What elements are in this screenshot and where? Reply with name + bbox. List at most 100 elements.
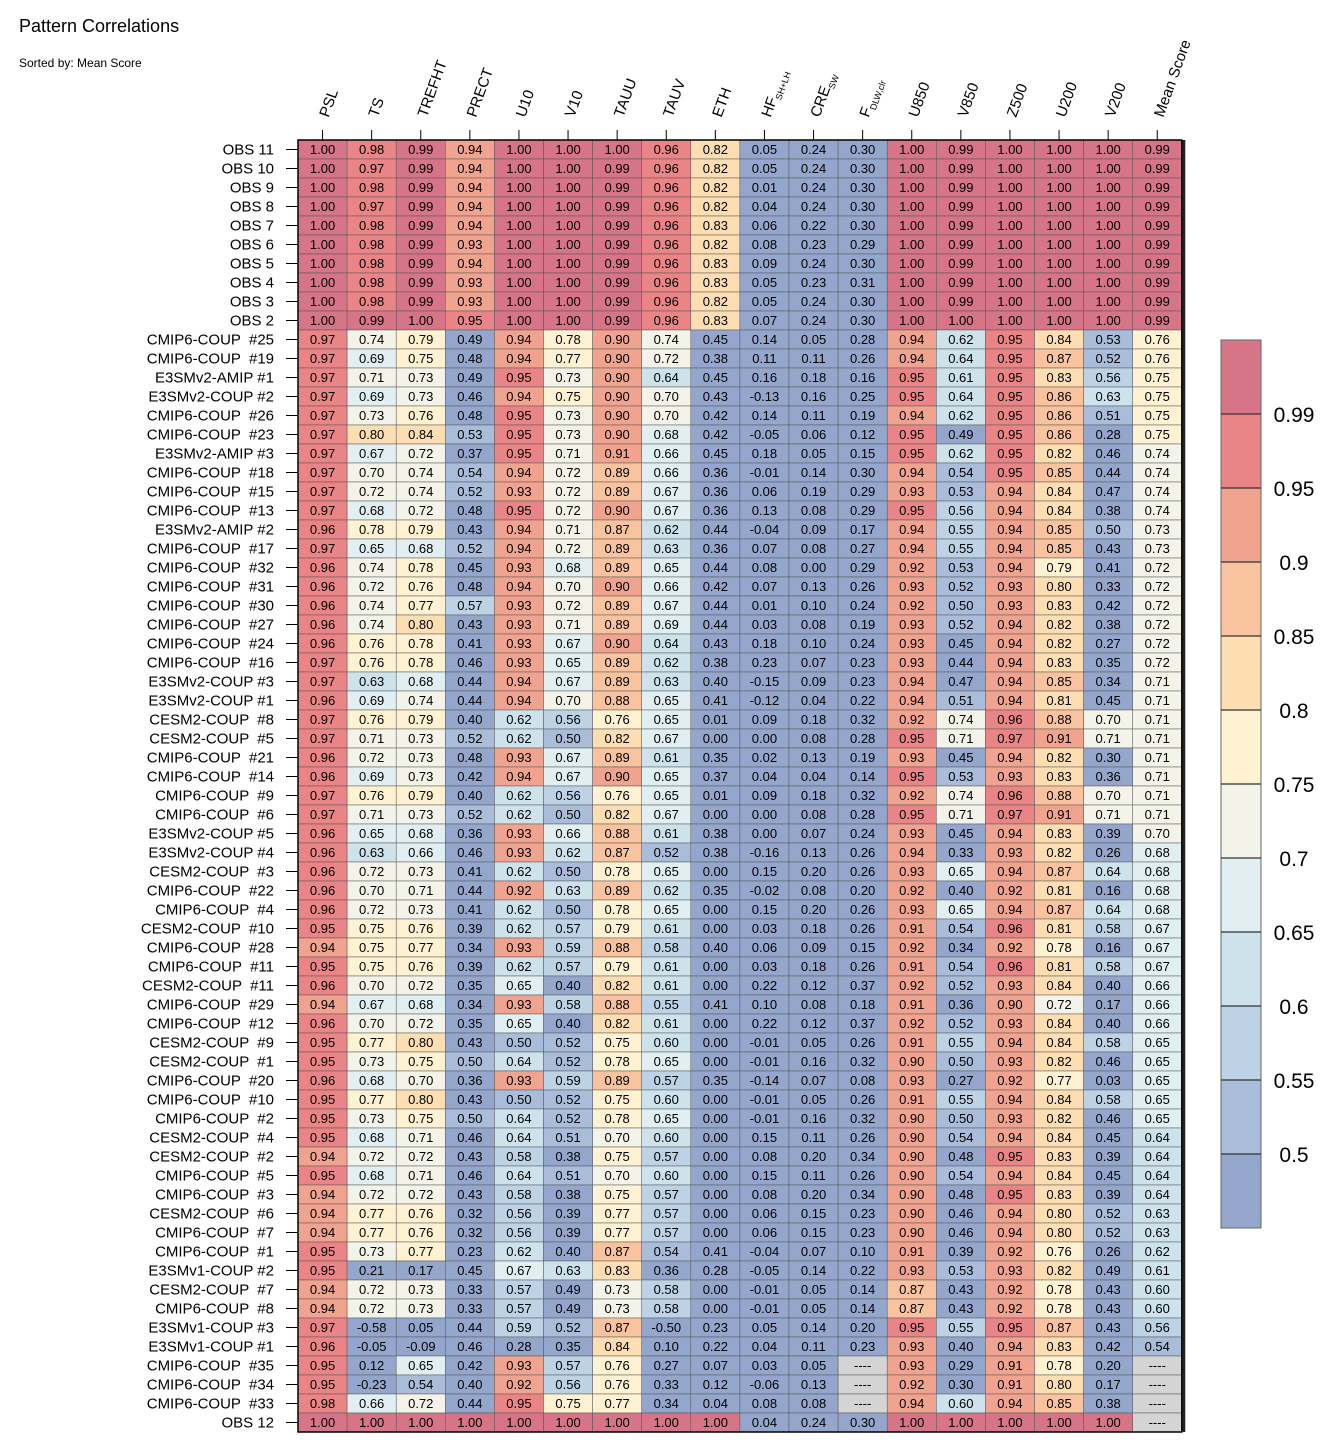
cell-value: 0.71 bbox=[1145, 674, 1170, 689]
cell-value: 0.62 bbox=[506, 807, 531, 822]
cell-value: 0.61 bbox=[654, 1016, 679, 1031]
cell-value: 0.41 bbox=[703, 693, 728, 708]
cell-value: 0.74 bbox=[408, 484, 433, 499]
cell-value: 1.00 bbox=[506, 275, 531, 290]
cell-value: 0.99 bbox=[408, 275, 433, 290]
cell-value: 0.52 bbox=[1095, 1225, 1120, 1240]
cell-value: 0.74 bbox=[948, 712, 973, 727]
cell-value: 0.87 bbox=[1046, 351, 1071, 366]
cell-value: 0.00 bbox=[801, 560, 826, 575]
cell-value: 1.00 bbox=[997, 199, 1022, 214]
cell-value: 0.93 bbox=[997, 1016, 1022, 1031]
cell-value: 0.70 bbox=[604, 1168, 629, 1183]
cell-value: 0.81 bbox=[1046, 959, 1071, 974]
cell-value: -0.13 bbox=[750, 389, 780, 404]
cell-value: 0.08 bbox=[752, 1187, 777, 1202]
cell-value: 0.45 bbox=[1095, 1130, 1120, 1145]
cell-value: 0.76 bbox=[1145, 332, 1170, 347]
cell-value: 0.45 bbox=[703, 370, 728, 385]
cell-value: 0.50 bbox=[506, 1035, 531, 1050]
column-label: TS bbox=[365, 96, 388, 120]
cell-value: 0.52 bbox=[555, 1035, 580, 1050]
cell-value: 0.71 bbox=[408, 883, 433, 898]
cell-value: 0.01 bbox=[752, 180, 777, 195]
cell-value: 0.75 bbox=[604, 1035, 629, 1050]
cell-value: 0.95 bbox=[899, 1320, 924, 1335]
cell-value: 0.78 bbox=[408, 655, 433, 670]
cell-value: 0.43 bbox=[703, 636, 728, 651]
cell-value: 0.26 bbox=[1095, 1244, 1120, 1259]
cell-value: 0.00 bbox=[703, 1149, 728, 1164]
cell-value: 0.96 bbox=[310, 750, 335, 765]
cell-value: 0.30 bbox=[850, 161, 875, 176]
cell-value: 0.07 bbox=[801, 1244, 826, 1259]
cell-value: 0.00 bbox=[703, 1054, 728, 1069]
cell-value: 0.87 bbox=[604, 1320, 629, 1335]
cell-value: 0.76 bbox=[604, 1377, 629, 1392]
cell-value: 0.95 bbox=[310, 1244, 335, 1259]
colorbar-segment bbox=[1220, 1005, 1262, 1081]
cell-value: 0.89 bbox=[604, 1073, 629, 1088]
cell-value: 0.80 bbox=[408, 1035, 433, 1050]
cell-value: 0.98 bbox=[359, 180, 384, 195]
cell-value: 0.21 bbox=[359, 1263, 384, 1278]
cell-value: 0.24 bbox=[801, 180, 826, 195]
cell-value: 0.09 bbox=[801, 940, 826, 955]
cell-value: 0.23 bbox=[801, 237, 826, 252]
cell-value: 0.90 bbox=[899, 1187, 924, 1202]
cell-value: 0.46 bbox=[1095, 1054, 1120, 1069]
cell-value: 0.23 bbox=[752, 655, 777, 670]
column-label: V10 bbox=[562, 88, 587, 119]
cell-value: 0.33 bbox=[948, 845, 973, 860]
row-label: CESM2-COUP #6 bbox=[149, 1206, 274, 1223]
cell-value: 0.95 bbox=[310, 1092, 335, 1107]
column-label: TAUU bbox=[611, 76, 641, 119]
cell-value: 1.00 bbox=[997, 161, 1022, 176]
cell-value: 0.46 bbox=[457, 1130, 482, 1145]
cell-value: 0.77 bbox=[359, 1092, 384, 1107]
cell-value: 0.71 bbox=[948, 731, 973, 746]
cell-value: 0.91 bbox=[899, 1244, 924, 1259]
cell-value: 0.71 bbox=[1145, 788, 1170, 803]
cell-value: 0.14 bbox=[752, 408, 777, 423]
cell-value: 0.80 bbox=[1046, 1225, 1071, 1240]
row-label: CMIP6-COUP #5 bbox=[155, 1168, 274, 1185]
cell-value: ---- bbox=[1149, 1396, 1166, 1411]
cell-value: 1.00 bbox=[997, 180, 1022, 195]
cell-value: 0.60 bbox=[654, 1092, 679, 1107]
cell-value: 0.66 bbox=[359, 1396, 384, 1411]
cell-value: 0.40 bbox=[555, 1016, 580, 1031]
row-label: E3SMv2-AMIP #1 bbox=[155, 370, 274, 387]
cell-value: 0.62 bbox=[654, 883, 679, 898]
cell-value: 0.92 bbox=[997, 883, 1022, 898]
cell-value: -0.01 bbox=[750, 1301, 780, 1316]
cell-value: 0.82 bbox=[703, 180, 728, 195]
cell-value: 0.93 bbox=[506, 997, 531, 1012]
cell-value: 0.75 bbox=[408, 1054, 433, 1069]
cell-value: 0.93 bbox=[457, 237, 482, 252]
cell-value: 0.10 bbox=[654, 1339, 679, 1354]
cell-value: 0.53 bbox=[948, 484, 973, 499]
cell-value: 0.68 bbox=[359, 1130, 384, 1145]
cell-value: 0.82 bbox=[703, 199, 728, 214]
cell-value: -0.06 bbox=[750, 1377, 780, 1392]
row-label: E3SMv2-AMIP #2 bbox=[155, 522, 274, 539]
cell-value: 1.00 bbox=[506, 180, 531, 195]
row-label: E3SMv2-COUP #5 bbox=[148, 826, 274, 843]
cell-value: 0.96 bbox=[310, 693, 335, 708]
cell-value: 0.52 bbox=[1095, 351, 1120, 366]
cell-value: 1.00 bbox=[1095, 313, 1120, 328]
cell-value: 0.84 bbox=[1046, 503, 1071, 518]
cell-value: 0.73 bbox=[1145, 541, 1170, 556]
cell-value: 0.95 bbox=[310, 1263, 335, 1278]
cell-value: 0.96 bbox=[310, 598, 335, 613]
cell-value: 1.00 bbox=[899, 1415, 924, 1430]
cell-value: 0.04 bbox=[703, 1396, 728, 1411]
cell-value: 0.91 bbox=[899, 1092, 924, 1107]
cell-value: 0.58 bbox=[654, 1282, 679, 1297]
cell-value: 0.83 bbox=[1046, 1339, 1071, 1354]
cell-value: 1.00 bbox=[899, 294, 924, 309]
cell-value: 0.83 bbox=[1046, 1187, 1071, 1202]
cell-value: 1.00 bbox=[1046, 218, 1071, 233]
cell-value: 0.34 bbox=[654, 1396, 679, 1411]
